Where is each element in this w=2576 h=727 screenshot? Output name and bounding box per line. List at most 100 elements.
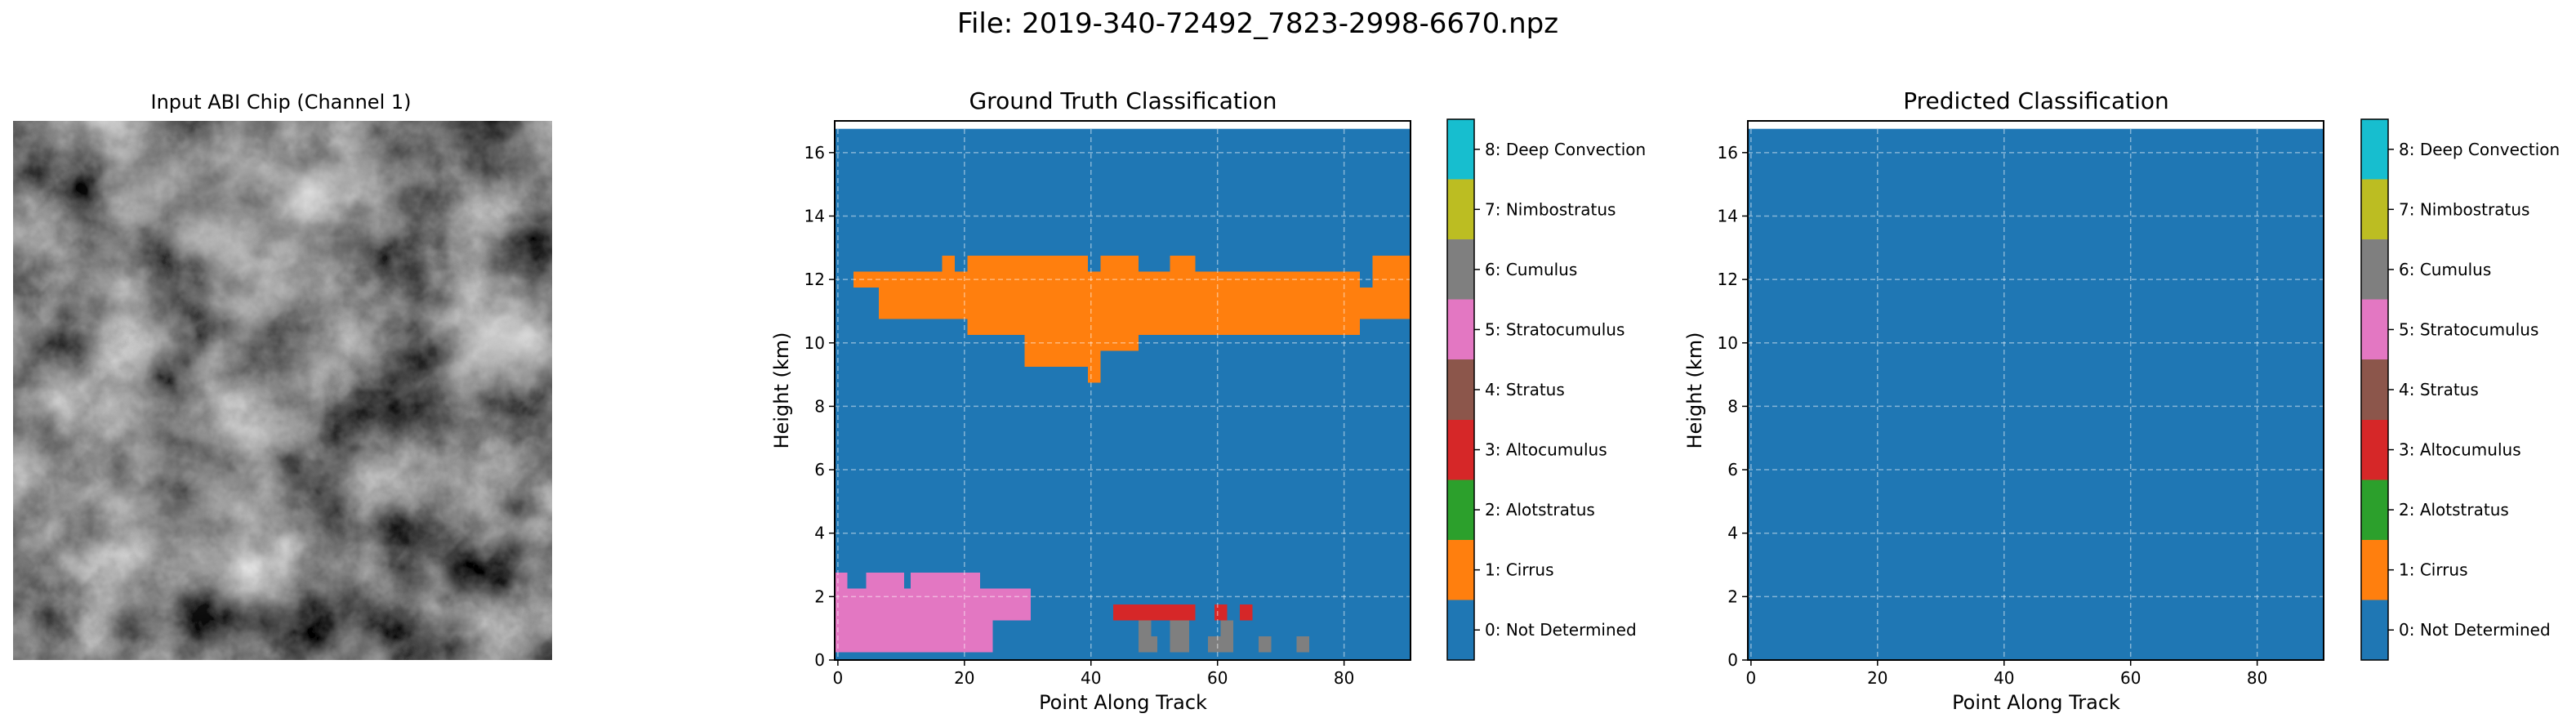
pred-colorbar-label-4: 4: Stratus [2399, 380, 2479, 399]
gt-xtick-label: 60 [1207, 668, 1228, 688]
gt-background-cell [835, 128, 1411, 661]
gt-ytick-label: 0 [814, 650, 825, 670]
gt-ytick-label: 4 [814, 524, 825, 543]
gt-colorbar-label-3: 3: Altocumulus [1485, 440, 1607, 460]
ground-truth-panel: Ground Truth Classification 0 20 40 60 80 0 2 4… [770, 87, 1411, 714]
gt-xtick-label: 0 [833, 668, 844, 688]
gt-colorbar-swatch-6 [1447, 239, 1474, 300]
gt-ytick-label: 8 [814, 396, 825, 416]
input-image-title: Input ABI Chip (Channel 1) [150, 91, 411, 114]
pred-xtick-label: 0 [1746, 668, 1757, 688]
pred-colorbar-swatch-0 [2361, 600, 2388, 660]
gt-colorbar-swatch-4 [1447, 359, 1474, 420]
gt-cell-29 [1208, 636, 1221, 653]
gt-cell-7 [835, 636, 987, 653]
gt-cell-24 [1214, 604, 1228, 621]
input-image-panel: Input ABI Chip (Channel 1) [13, 91, 552, 660]
gt-colorbar-swatch-2 [1447, 479, 1474, 540]
input-image-bright-right [13, 121, 552, 660]
ground-truth-cells [835, 128, 1411, 661]
predicted-ticks: 0 20 40 60 80 0 2 4 6 8 10 12 14 16 [1718, 143, 2268, 688]
predicted-colorbar: 0: Not Determined 1: Cirrus 2: Alotstratus… [2360, 118, 2560, 661]
predicted-xlabel: Point Along Track [1952, 691, 2120, 714]
gt-cell-23 [1112, 604, 1196, 621]
pred-colorbar-label-8: 8: Deep Convection [2399, 140, 2560, 159]
ground-truth-frame [834, 120, 1411, 661]
gt-colorbar-swatch-1 [1447, 539, 1474, 600]
pred-colorbar-swatch-2 [2361, 479, 2388, 540]
pred-ytick-label: 8 [1727, 396, 1738, 416]
gt-cell-27 [1151, 636, 1158, 653]
gt-cell-25 [1239, 604, 1253, 621]
gt-cell-9 [879, 271, 943, 319]
gt-cell-10 [942, 256, 956, 319]
gt-ytick-label: 10 [804, 333, 825, 353]
gt-cell-14 [1036, 256, 1088, 367]
gt-cell-19 [1195, 271, 1361, 336]
gt-colorbar-swatch-8 [1447, 119, 1474, 180]
ground-truth-colorbar: 0: Not Determined 1: Cirrus 2: Alotstratus… [1446, 118, 1646, 661]
gt-cell-3 [904, 588, 911, 653]
gt-ytick-label: 14 [804, 206, 825, 225]
gt-cell-31 [1259, 636, 1272, 653]
pred-xtick-label: 80 [2247, 668, 2267, 688]
pred-colorbar-label-3: 3: Altocumulus [2399, 440, 2521, 460]
gt-xtick-label: 40 [1081, 668, 1101, 688]
predicted-frame [1747, 120, 2324, 661]
pred-colorbar-swatch-8 [2361, 119, 2388, 180]
gt-xtick-label: 80 [1334, 668, 1354, 688]
gt-colorbar-label-5: 5: Stratocumulus [1485, 319, 1624, 339]
gt-cell-22 [1385, 256, 1411, 319]
gt-xtick-label: 20 [954, 668, 974, 688]
gt-cell-11 [955, 271, 968, 319]
gt-cell-13 [1024, 256, 1037, 367]
gt-cell-21 [1372, 256, 1386, 319]
gt-ytick-label: 12 [804, 270, 825, 289]
gt-ytick-label: 6 [814, 460, 825, 479]
pred-colorbar-swatch-3 [2361, 419, 2388, 480]
gt-colorbar-frame [1446, 118, 1475, 661]
pred-colorbar-label-7: 7: Nimbostratus [2399, 199, 2529, 219]
ground-truth-ticks: 0 20 40 60 80 0 2 4 6 8 10 12 14 16 [804, 143, 1355, 688]
gt-cell-18 [1170, 256, 1196, 336]
gt-cell-30 [1220, 620, 1234, 653]
predicted-ylabel: Height (km) [1683, 332, 1706, 449]
gt-cell-26 [1138, 620, 1152, 653]
figure-suptitle: File: 2019-340-72492_7823-2998-6670.npz [957, 7, 1558, 40]
pred-colorbar-swatch-5 [2361, 299, 2388, 360]
predicted-cells [1748, 128, 2324, 661]
pred-colorbar-label-2: 2: Alotstratus [2399, 500, 2509, 520]
gt-cell-28 [1170, 620, 1189, 653]
pred-ytick-label: 10 [1718, 333, 1738, 353]
gt-colorbar-swatch-0 [1447, 600, 1474, 660]
pred-xtick-label: 20 [1867, 668, 1887, 688]
gt-cell-12 [967, 256, 1025, 336]
gt-cell-8 [853, 271, 880, 288]
gt-colorbar-label-6: 6: Cumulus [1485, 260, 1577, 279]
predicted-title: Predicted Classification [1903, 87, 2169, 114]
gt-colorbar-label-1: 1: Cirrus [1485, 560, 1554, 580]
gt-colorbar-label-8: 8: Deep Convection [1485, 140, 1646, 159]
gt-cell-15 [1087, 271, 1101, 383]
pred-colorbar-label-6: 6: Cumulus [2399, 260, 2491, 279]
gt-ytick-label: 2 [814, 587, 825, 606]
pred-xtick-label: 60 [2120, 668, 2141, 688]
gt-cell-0 [835, 573, 848, 653]
pred-colorbar-label-0: 0: Not Determined [2399, 620, 2551, 640]
pred-xtick-label: 40 [1994, 668, 2014, 688]
gt-colorbar-label-4: 4: Stratus [1485, 380, 1565, 399]
ground-truth-xlabel: Point Along Track [1039, 691, 1207, 714]
gt-ytick-label: 16 [804, 143, 825, 163]
gt-cell-6 [992, 588, 1032, 621]
pred-ytick-label: 4 [1727, 524, 1738, 543]
pred-colorbar-swatch-4 [2361, 359, 2388, 420]
pred-ytick-label: 12 [1718, 270, 1738, 289]
predicted-panel: Predicted Classification 0 20 40 60 80 0 2 4 6 8 1… [1683, 87, 2324, 714]
pred-background-cell [1748, 128, 2324, 661]
gt-colorbar-swatch-3 [1447, 419, 1474, 480]
ground-truth-ylabel: Height (km) [770, 332, 793, 449]
pred-colorbar-label-1: 1: Cirrus [2399, 560, 2468, 580]
gt-colorbar-label-7: 7: Nimbostratus [1485, 199, 1616, 219]
pred-colorbar-label-5: 5: Stratocumulus [2399, 319, 2538, 339]
